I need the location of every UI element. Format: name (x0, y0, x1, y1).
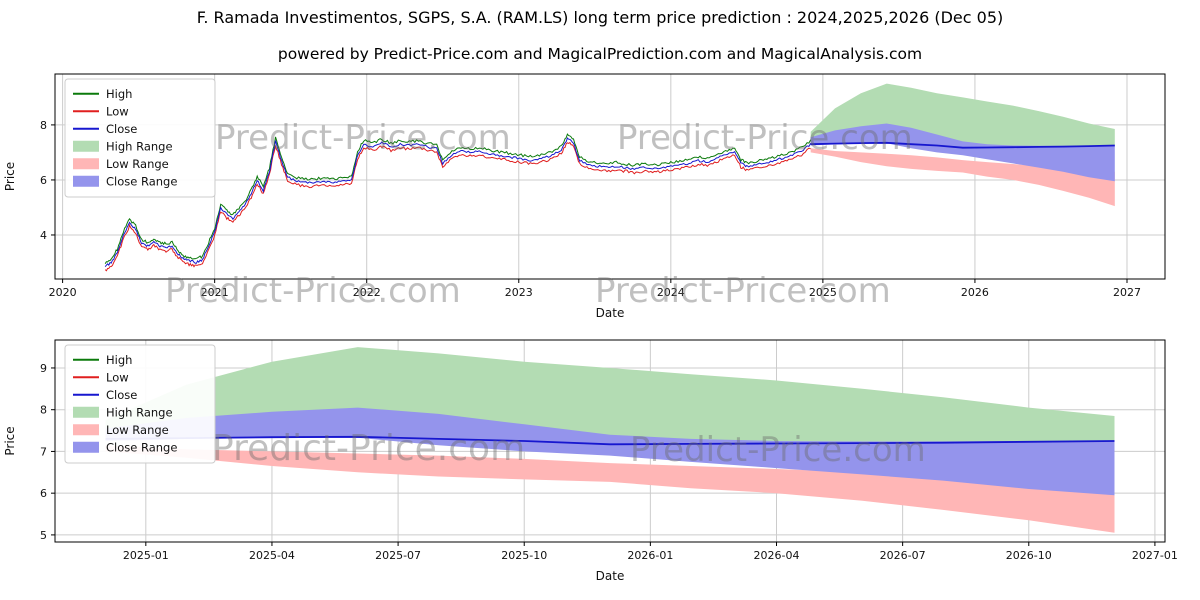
y-axis-label: Price (3, 162, 17, 191)
svg-text:Low Range: Low Range (106, 157, 169, 171)
svg-text:4: 4 (40, 229, 47, 242)
plot-frame (54, 339, 1166, 543)
svg-text:Low: Low (106, 104, 129, 118)
svg-text:2026-04: 2026-04 (754, 549, 800, 562)
svg-text:High: High (106, 87, 132, 101)
close-forecast-line (810, 141, 1115, 149)
svg-text:9: 9 (40, 362, 47, 375)
svg-text:2026-07: 2026-07 (880, 549, 926, 562)
svg-text:2027: 2027 (1113, 286, 1141, 299)
legend: High Low Close High Range Low Range Close Ran… (64, 344, 216, 464)
svg-text:8: 8 (40, 404, 47, 417)
svg-text:Close: Close (106, 122, 137, 136)
svg-text:6: 6 (40, 174, 47, 187)
price-history-forecast-chart: 2020 2021 2022 2023 2024 2025 2026 2027 4 6 8 Date P… (3, 73, 1166, 320)
svg-text:2020: 2020 (49, 286, 77, 299)
svg-text:2027-01: 2027-01 (1132, 549, 1178, 562)
svg-text:2025-01: 2025-01 (123, 549, 169, 562)
svg-text:2026-10: 2026-10 (1006, 549, 1052, 562)
close-line-history (104, 137, 812, 268)
svg-text:2024: 2024 (657, 286, 685, 299)
svg-text:8: 8 (40, 119, 47, 132)
x-axis-label: Date (596, 569, 625, 583)
axes: 2020 2021 2022 2023 2024 2025 2026 2027 4 6 8 (40, 119, 1141, 299)
y-axis-label: Price (3, 426, 17, 455)
low-range-band (810, 148, 1115, 207)
svg-text:6: 6 (40, 487, 47, 500)
forecast-detail-chart: 2025-01 2025-04 2025-07 2025-10 2026-01 2026-… (3, 339, 1178, 583)
svg-text:High Range: High Range (106, 139, 173, 153)
x-axis-label: Date (596, 306, 625, 320)
chart-title: F. Ramada Investimentos, SGPS, S.A. (RAM… (196, 8, 1004, 27)
svg-text:2025-04: 2025-04 (249, 549, 295, 562)
close-range-band (810, 123, 1115, 182)
low-range-band (105, 445, 1115, 533)
svg-text:2025-07: 2025-07 (375, 549, 421, 562)
svg-text:7: 7 (40, 445, 47, 458)
svg-text:High Range: High Range (106, 405, 173, 419)
svg-text:2023: 2023 (505, 286, 533, 299)
svg-text:High: High (106, 353, 132, 367)
svg-text:2026-01: 2026-01 (627, 549, 673, 562)
svg-text:2026: 2026 (961, 286, 989, 299)
svg-text:Low: Low (106, 370, 129, 384)
svg-text:2022: 2022 (353, 286, 381, 299)
svg-text:Low Range: Low Range (106, 423, 169, 437)
svg-text:2021: 2021 (201, 286, 229, 299)
svg-text:Close Range: Close Range (106, 174, 177, 188)
low-line (104, 141, 811, 272)
svg-text:2025: 2025 (809, 286, 837, 299)
svg-text:Close: Close (106, 388, 137, 402)
svg-text:2025-10: 2025-10 (501, 549, 547, 562)
close-forecast-line (105, 435, 1115, 446)
svg-text:5: 5 (40, 529, 47, 542)
plot-frame (54, 73, 1166, 280)
axes: 2025-01 2025-04 2025-07 2025-10 2026-01 2026-… (40, 362, 1178, 562)
svg-text:Close Range: Close Range (106, 440, 177, 454)
legend: High Low Close High Range Low Range Close Ran… (64, 78, 216, 198)
chart-subtitle: powered by Predict-Price.com and Magical… (277, 45, 923, 63)
close-range-band (105, 407, 1115, 496)
high-line (104, 133, 812, 265)
